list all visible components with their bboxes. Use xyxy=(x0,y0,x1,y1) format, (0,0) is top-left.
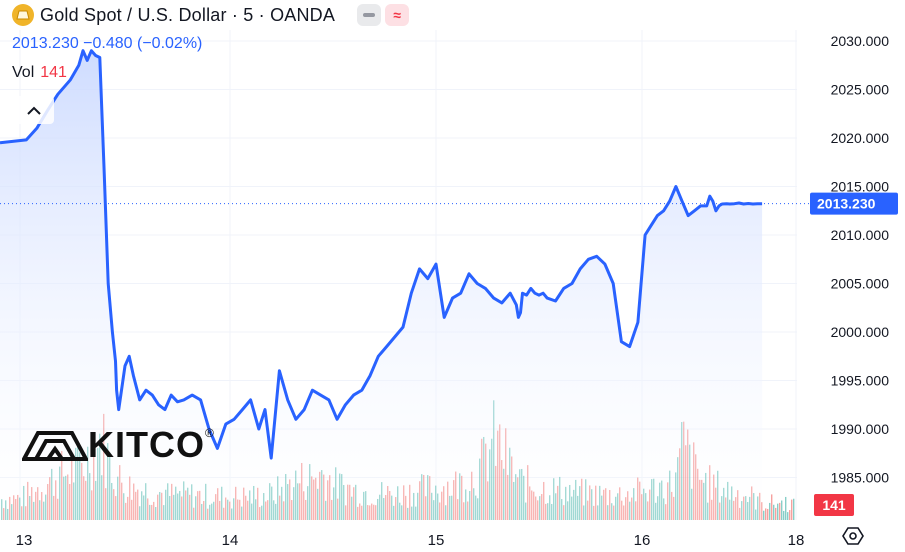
x-tick-label: 14 xyxy=(222,532,239,549)
volume-bar xyxy=(779,502,781,520)
volume-bar xyxy=(775,507,777,520)
price-change-line: 2013.230 −0.480 (−0.02%) xyxy=(12,35,202,53)
wave-icon[interactable]: ≈ xyxy=(385,4,410,26)
y-tick-label: 1995.000 xyxy=(831,373,890,389)
collapse-legend-button[interactable] xyxy=(14,96,54,124)
volume-bar xyxy=(773,504,775,520)
x-tick-label: 15 xyxy=(428,532,445,549)
y-tick-label: 2010.000 xyxy=(831,227,890,243)
volume-bar xyxy=(769,502,771,520)
last-price-label: 2013.230 xyxy=(810,192,898,215)
volume-bar xyxy=(767,508,769,520)
volume-bar xyxy=(765,508,767,520)
price-line xyxy=(0,49,763,460)
last-volume-label: 141 xyxy=(814,494,854,516)
volume-bar xyxy=(785,496,787,520)
volume-bar xyxy=(787,512,789,520)
x-tick-label: 13 xyxy=(16,532,33,549)
volume-value: 141 xyxy=(40,64,67,81)
last-volume-value: 141 xyxy=(822,497,846,513)
last-price-value: 2013.230 xyxy=(817,196,876,212)
kitco-wordmark: KITCO xyxy=(88,424,205,465)
x-tick-label: 16 xyxy=(634,532,651,549)
legend-title-row: Gold Spot / U.S. Dollar · 5 · OANDA ≈ xyxy=(12,4,410,26)
symbol-title[interactable]: Gold Spot / U.S. Dollar · 5 · OANDA xyxy=(40,4,336,25)
gold-bar-icon xyxy=(12,4,34,26)
volume-bar xyxy=(781,500,783,520)
gear-hex-icon[interactable] xyxy=(842,525,864,547)
price-axis[interactable]: 1985.000 1990.000 1995.000 2000.000 2005.000… xyxy=(831,33,890,486)
volume-bar xyxy=(789,510,791,520)
volume-bar xyxy=(771,494,773,520)
y-tick-label: 1990.000 xyxy=(831,421,890,437)
volume-bar xyxy=(791,499,793,520)
time-axis[interactable]: 13 14 15 16 18 xyxy=(16,532,805,549)
registered-mark: ® xyxy=(205,426,214,440)
price-area xyxy=(0,50,763,520)
volume-bar xyxy=(777,503,779,520)
y-tick-label: 1985.000 xyxy=(831,470,890,486)
chevron-up-icon xyxy=(27,106,41,115)
volume-bar xyxy=(783,510,785,520)
kitco-logo-icon xyxy=(22,431,88,461)
volume-legend[interactable]: Vol 141 xyxy=(12,64,67,82)
kitco-watermark: KITCO ® xyxy=(22,424,214,466)
y-tick-label: 2025.000 xyxy=(831,82,890,98)
volume-bar xyxy=(763,510,765,520)
y-tick-label: 2020.000 xyxy=(831,130,890,146)
y-tick-label: 2015.000 xyxy=(831,179,890,195)
y-tick-label: 2000.000 xyxy=(831,324,890,340)
price-change-text: 2013.230 −0.480 (−0.02%) xyxy=(12,35,203,52)
y-tick-label: 2005.000 xyxy=(831,276,890,292)
x-tick-label: 18 xyxy=(788,532,805,549)
y-tick-label: 2030.000 xyxy=(831,33,890,49)
minus-pill-icon[interactable] xyxy=(357,4,382,26)
volume-label: Vol xyxy=(12,64,35,81)
volume-bar xyxy=(793,498,795,520)
